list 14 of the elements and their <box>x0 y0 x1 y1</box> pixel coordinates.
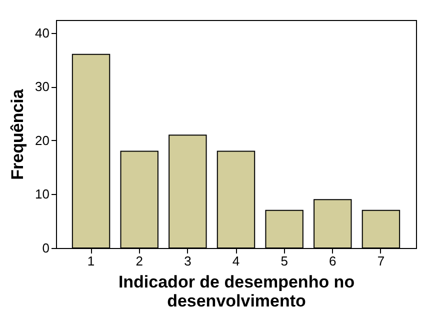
x-axis-title: Indicador de desempenho no desenvolvimento <box>118 272 355 310</box>
x-tick-label: 3 <box>184 254 192 268</box>
x-tick-label: 7 <box>377 254 385 268</box>
y-tick-label: 20 <box>35 132 50 148</box>
y-tick-label: 40 <box>35 25 50 40</box>
x-tick-label: 5 <box>280 254 288 268</box>
y-tick-label: 30 <box>35 79 50 94</box>
x-tick-label: 4 <box>232 254 240 268</box>
y-tick-label: 10 <box>35 186 50 202</box>
y-tick-label: 0 <box>42 240 50 256</box>
y-axis-title: Frequência <box>8 88 28 180</box>
x-tick-label: 6 <box>329 254 336 268</box>
x-tick-label: 1 <box>87 254 95 268</box>
x-tick-label: 2 <box>136 254 143 268</box>
